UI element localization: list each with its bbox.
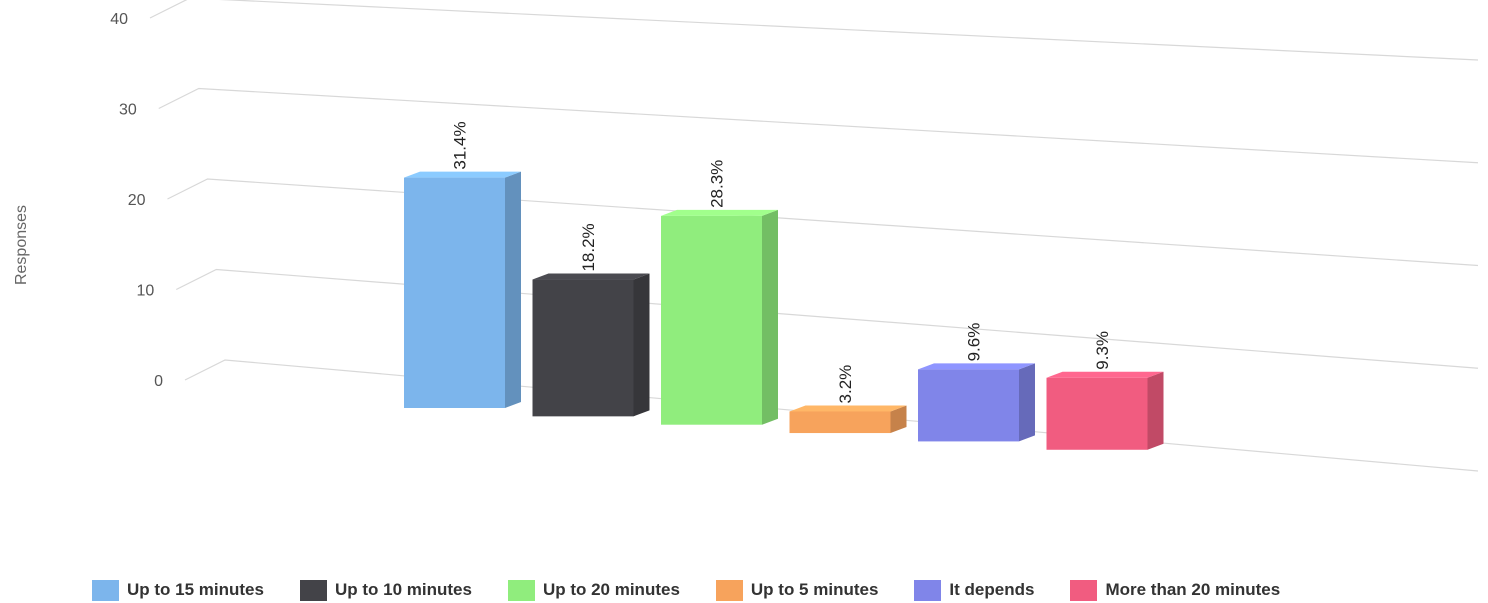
bar [789,405,907,434]
data-label: 3.2% [836,365,855,404]
legend-label: Up to 10 minutes [334,580,472,599]
gridline [149,0,1479,61]
data-label: 9.6% [965,323,984,362]
bar-top [1046,371,1164,378]
legend-swatch [715,579,743,601]
bar [532,273,650,417]
data-label: 18.2% [579,223,598,271]
y-tick-label: 0 [154,373,163,390]
legend-label: Up to 5 minutes [750,580,879,599]
bar-front [918,369,1019,442]
y-tick-label: 10 [136,283,154,300]
bar [1046,371,1164,450]
legend-item[interactable]: Up to 20 minutes [507,579,680,601]
bar [918,363,1035,442]
bar-top [661,209,778,216]
legend-item[interactable]: Up to 15 minutes [92,579,264,601]
bar-side [633,273,650,417]
legend-swatch [1070,579,1098,601]
gridlines [149,0,1479,472]
legend-swatch [299,579,327,601]
bar-side [1019,363,1035,442]
bar-top [404,171,521,178]
legend-swatch [914,579,942,601]
bar-front [532,279,634,417]
legend-item[interactable]: Up to 5 minutes [715,579,879,601]
legend-swatch [92,579,119,601]
data-label: 9.3% [1093,331,1112,370]
bar-side [890,405,907,434]
bar-front [404,177,505,408]
data-label: 28.3% [708,160,727,208]
legend-label: Up to 15 minutes [127,580,264,599]
bar-top [918,363,1035,370]
bar-side [505,171,521,408]
legend: Up to 15 minutes Up to 10 minutes Up to 20… [92,578,1280,602]
bar-front [1046,377,1148,450]
legend-swatch [507,579,535,601]
bar-top [789,405,907,412]
legend-item[interactable]: Up to 10 minutes [299,579,472,601]
gridline [158,87,1479,164]
legend-item[interactable]: More than 20 minutes [1070,579,1281,601]
y-tick-label: 40 [110,11,128,28]
y-tick-label: 20 [128,192,146,209]
bar-top [532,273,650,280]
legend-item[interactable]: It depends [914,579,1035,601]
bar [661,209,778,425]
bar-front [789,411,891,434]
bar [404,171,521,408]
y-axis-label: Responses [13,205,30,285]
gridline [167,178,1479,267]
y-axis-ticks: 0 10 20 30 40 [110,11,163,390]
legend-label: It depends [949,580,1035,599]
data-labels: 31.4% 18.2% 28.3% 3.2% 9.6% 9.3% [451,121,1113,403]
bar-side [1147,371,1164,450]
bars [404,171,1164,450]
bar-front [661,215,762,425]
bar-chart: 0 10 20 30 40 Responses 31.4% 18.2% 28.3% 3.2% 9… [13,0,1479,472]
legend-label: More than 20 minutes [1105,580,1281,599]
data-label: 31.4% [451,121,470,169]
bar-side [762,209,778,425]
gridline [175,268,1479,369]
legend-label: Up to 20 minutes [542,580,680,599]
y-tick-label: 30 [119,102,137,119]
